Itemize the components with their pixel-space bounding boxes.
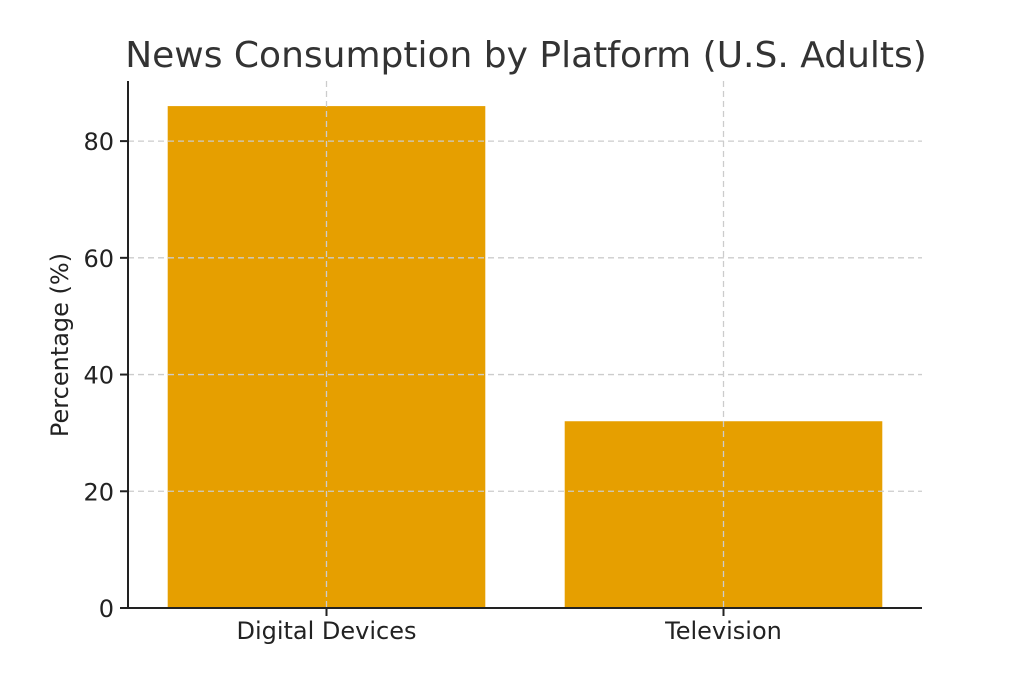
x-tick-label: Television <box>664 617 782 645</box>
y-axis-ticks: 0 20 40 60 80 <box>83 128 128 623</box>
y-axis-label: Percentage (%) <box>46 253 74 437</box>
x-axis-ticks: Digital Devices Television <box>236 608 782 645</box>
axes <box>127 81 922 609</box>
chart-title: News Consumption by Platform (U.S. Adult… <box>125 35 927 76</box>
bars <box>167 106 883 608</box>
y-tick-label: 60 <box>83 245 114 273</box>
x-tick-label: Digital Devices <box>236 617 416 645</box>
y-tick-label: 0 <box>99 595 114 623</box>
y-tick-label: 20 <box>83 478 114 506</box>
y-tick-label: 80 <box>83 128 114 156</box>
grid <box>128 81 922 608</box>
y-tick-label: 40 <box>83 362 114 390</box>
